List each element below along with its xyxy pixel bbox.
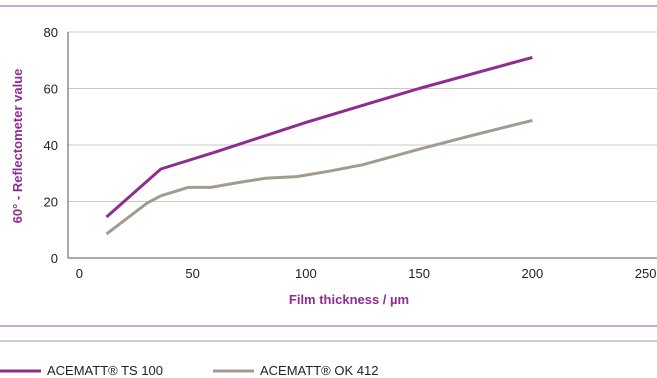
x-tick-label: 200 (522, 266, 544, 281)
y-tick-label: 20 (44, 195, 58, 210)
y-tick-label: 40 (44, 138, 58, 153)
series-line-ok412 (105, 118, 533, 236)
grid (68, 31, 657, 202)
y-tick-label: 60 (44, 82, 58, 97)
legend-label-ok412: ACEMATT® OK 412 (260, 363, 378, 378)
legend-label-ts100: ACEMATT® TS 100 (47, 363, 163, 378)
x-tick-label: 150 (408, 266, 430, 281)
legend: ACEMATT® TS 100 ACEMATT® OK 412 (0, 363, 378, 378)
x-tick-label: 0 (76, 266, 83, 281)
x-axis-title: Film thickness / µm (289, 292, 409, 307)
x-tick-label: 50 (185, 266, 199, 281)
y-tick-label: 80 (44, 25, 58, 40)
y-tick-label: 0 (51, 251, 58, 266)
y-axis-title: 60° - Reflectometer value (10, 69, 25, 224)
x-tick-labels: 0 50 100 150 200 250 (76, 266, 657, 281)
y-tick-labels: 0 20 40 60 80 (44, 25, 58, 266)
x-tick-label: 250 (635, 266, 657, 281)
series-line-ts100 (105, 55, 533, 219)
x-tick-label: 100 (295, 266, 317, 281)
series-group (105, 55, 533, 236)
